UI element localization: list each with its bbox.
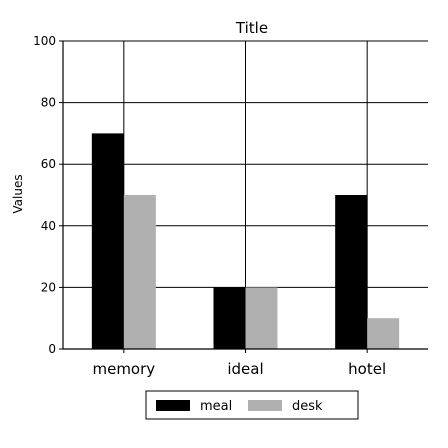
x-tick-label: memory [92,360,155,378]
bars [91,133,400,349]
bar-meal-hotel [335,195,368,349]
y-tick-label: 40 [41,219,56,233]
legend: meal desk [145,390,359,420]
bar-meal-memory [91,133,124,349]
x-tick-label: hotel [348,360,386,378]
bar-desk-hotel [367,318,400,349]
bar-meal-ideal [213,287,246,349]
axes: 0 20 40 60 80 100 memory ideal hotel [33,34,428,378]
y-tick-label: 20 [41,280,56,294]
y-tick-label: 0 [48,342,56,356]
y-tick-label: 60 [41,157,56,171]
bar-desk-memory [123,195,156,349]
y-tick-label: 100 [33,34,56,48]
legend-swatch-desk [248,400,282,411]
y-axis-label: Values [11,174,25,213]
bar-desk-ideal [245,287,278,349]
x-tick-label: ideal [227,360,263,378]
y-tick-label: 80 [41,96,56,110]
chart-title: Title [235,19,268,37]
legend-swatch-meal [156,400,190,411]
legend-label-desk: desk [292,399,323,414]
legend-label-meal: meal [200,399,232,414]
